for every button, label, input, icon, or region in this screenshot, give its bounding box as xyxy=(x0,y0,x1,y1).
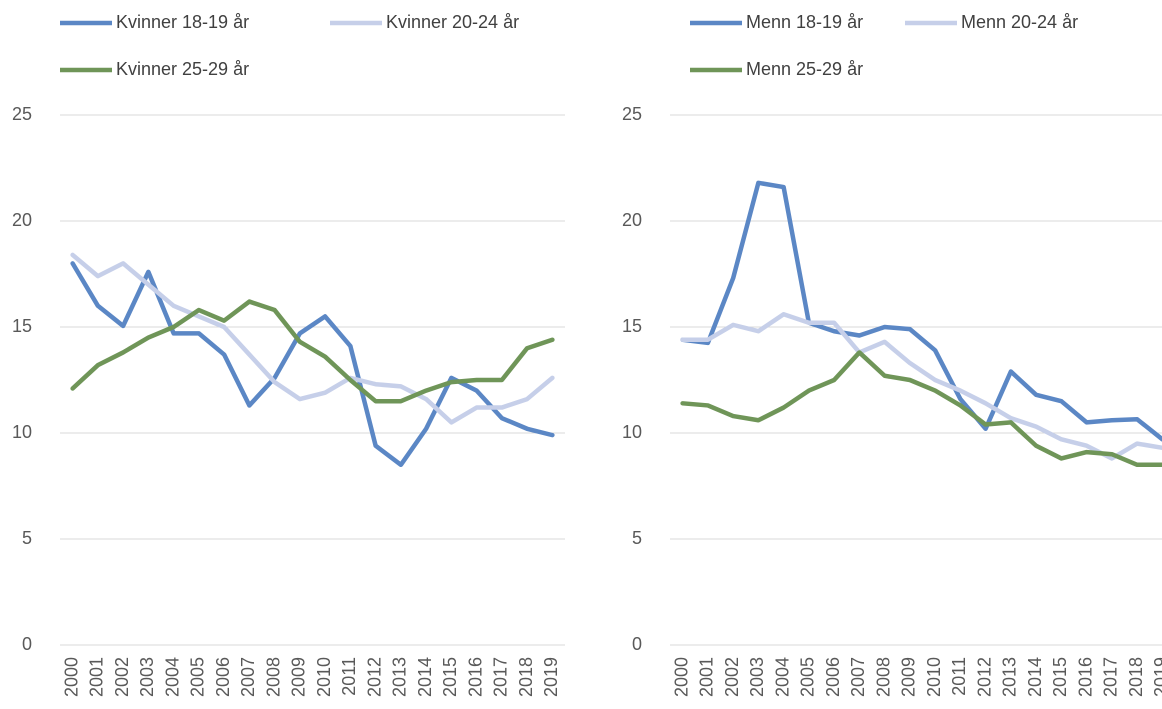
x-tick-label: 2013 xyxy=(1000,657,1020,697)
x-tick-label: 2006 xyxy=(823,657,843,697)
x-tick-label: 2017 xyxy=(491,657,511,697)
y-tick-label: 5 xyxy=(22,528,32,548)
y-tick-label: 15 xyxy=(622,316,642,336)
series-line xyxy=(70,261,555,468)
x-tick-label: 2000 xyxy=(671,657,691,697)
x-tick-label: 2001 xyxy=(697,657,717,697)
x-tick-label: 2017 xyxy=(1101,657,1121,697)
x-tick-label: 2005 xyxy=(188,657,208,697)
x-tick-label: 2010 xyxy=(314,657,334,697)
x-tick-label: 2009 xyxy=(899,657,919,697)
x-tick-label: 2003 xyxy=(137,657,157,697)
x-tick-label: 2008 xyxy=(263,657,283,697)
x-tick-label: 2005 xyxy=(798,657,818,697)
x-tick-label: 2016 xyxy=(465,657,485,697)
legend-label: Menn 20-24 år xyxy=(961,12,1078,32)
series-line xyxy=(680,312,1162,461)
x-tick-label: 2011 xyxy=(339,657,359,696)
x-tick-label: 2004 xyxy=(772,657,792,697)
y-tick-label: 25 xyxy=(12,104,32,124)
y-tick-label: 0 xyxy=(22,634,32,654)
legend-label: Menn 25-29 år xyxy=(746,59,863,79)
x-tick-label: 2019 xyxy=(541,657,561,697)
y-tick-label: 10 xyxy=(622,422,642,442)
x-tick-label: 2001 xyxy=(87,657,107,697)
x-tick-label: 2010 xyxy=(924,657,944,697)
x-tick-label: 2018 xyxy=(1126,657,1146,697)
x-tick-label: 2006 xyxy=(213,657,233,697)
y-tick-label: 20 xyxy=(622,210,642,230)
series-line xyxy=(70,299,555,404)
x-tick-label: 2014 xyxy=(1025,657,1045,697)
x-tick-label: 2015 xyxy=(440,657,460,697)
series-line xyxy=(680,180,1162,442)
y-tick-label: 15 xyxy=(12,316,32,336)
legend-label: Kvinner 25-29 år xyxy=(116,59,249,79)
y-tick-label: 25 xyxy=(622,104,642,124)
y-tick-label: 20 xyxy=(12,210,32,230)
x-tick-label: 2008 xyxy=(873,657,893,697)
x-tick-label: 2002 xyxy=(112,657,132,697)
x-tick-label: 2003 xyxy=(747,657,767,697)
x-tick-label: 2012 xyxy=(364,657,384,697)
x-tick-label: 2007 xyxy=(238,657,258,697)
legend-label: Kvinner 20-24 år xyxy=(386,12,519,32)
x-tick-label: 2014 xyxy=(415,657,435,697)
y-tick-label: 0 xyxy=(632,634,642,654)
x-tick-label: 2013 xyxy=(390,657,410,697)
x-tick-label: 2007 xyxy=(848,657,868,697)
x-tick-label: 2016 xyxy=(1075,657,1095,697)
x-tick-label: 2011 xyxy=(949,657,969,696)
series-line xyxy=(70,252,555,425)
x-tick-label: 2012 xyxy=(974,657,994,697)
x-tick-label: 2018 xyxy=(516,657,536,697)
x-tick-label: 2002 xyxy=(722,657,742,697)
legend-label: Kvinner 18-19 år xyxy=(116,12,249,32)
y-tick-label: 10 xyxy=(12,422,32,442)
series-line xyxy=(680,350,1162,468)
x-tick-label: 2000 xyxy=(61,657,81,697)
y-tick-label: 5 xyxy=(632,528,642,548)
x-tick-label: 2004 xyxy=(162,657,182,697)
x-tick-label: 2015 xyxy=(1050,657,1070,697)
legend-label: Menn 18-19 år xyxy=(746,12,863,32)
x-tick-label: 2009 xyxy=(289,657,309,697)
x-tick-label: 2019 xyxy=(1151,657,1162,697)
